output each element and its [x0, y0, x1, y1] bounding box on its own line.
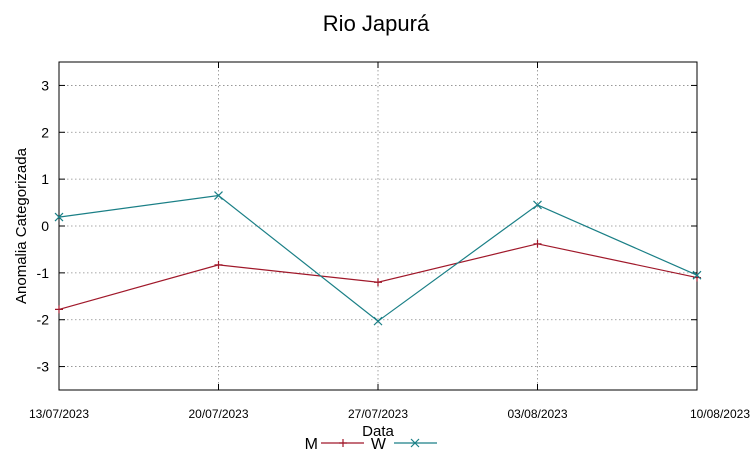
data-point-m — [55, 305, 63, 314]
data-point-w — [533, 200, 542, 210]
legend-label: M — [305, 436, 318, 453]
x-tick-label: 20/07/2023 — [188, 407, 248, 421]
data-point-w — [214, 191, 223, 200]
y-tick-label: 3 — [41, 77, 49, 93]
x-axis-label: Data — [362, 423, 394, 440]
data-point-m — [374, 278, 382, 287]
series-w — [54, 191, 702, 326]
y-axis-label: Anomalia Categorizada — [13, 147, 30, 304]
y-tick-label: 1 — [41, 171, 49, 187]
x-tick-label: 13/07/2023 — [29, 407, 89, 421]
y-tick-label: -3 — [37, 359, 50, 375]
data-point-w — [692, 270, 702, 280]
data-point-m — [533, 239, 542, 248]
y-tick-label: 0 — [41, 218, 49, 234]
chart-title: Rio Japurá — [323, 11, 430, 36]
data-point-w — [373, 316, 383, 326]
legend-label: W — [371, 436, 387, 453]
x-tick-label: 03/08/2023 — [507, 407, 567, 421]
legend-marker — [410, 438, 420, 448]
data-point-m — [214, 260, 223, 269]
x-tick-label: 10/08/2023 — [690, 407, 750, 421]
legend-marker — [339, 439, 347, 447]
data-point-w — [54, 212, 64, 222]
y-tick-label: -1 — [37, 265, 50, 281]
series-line-m — [58, 243, 698, 310]
y-tick-label: -2 — [37, 312, 50, 328]
x-tick-label: 27/07/2023 — [348, 407, 408, 421]
y-tick-label: 2 — [41, 124, 49, 140]
